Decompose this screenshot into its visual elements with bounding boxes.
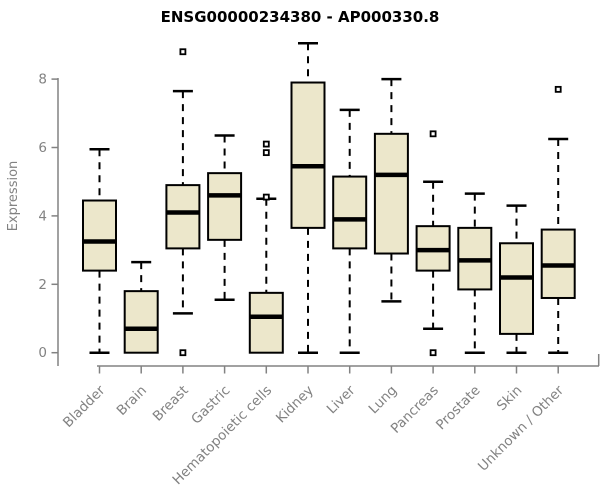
box-liver	[332, 175, 368, 250]
y-tick-label: 8	[38, 72, 47, 88]
x-tick-label: Kidney	[273, 383, 317, 427]
x-tick-label: Prostate	[433, 383, 484, 434]
box-gastric	[207, 172, 243, 241]
y-tick-label: 4	[38, 208, 47, 224]
outlier-point	[179, 349, 187, 357]
box-lung	[373, 132, 409, 255]
outlier-point	[262, 149, 270, 157]
x-tick-label: Skin	[494, 383, 526, 415]
box-hematopoietic-cells	[248, 291, 284, 354]
outlier-point	[554, 85, 562, 93]
x-tick-label: Breast	[150, 383, 192, 425]
y-tick-label: 0	[38, 345, 47, 361]
box-kidney	[290, 81, 326, 229]
y-tick-label: 2	[38, 277, 47, 293]
box-breast	[165, 184, 201, 250]
y-tick-label: 6	[38, 140, 47, 156]
x-tick-label: Lung	[366, 383, 401, 418]
x-tick-label: Liver	[324, 382, 359, 417]
outlier-point	[262, 193, 270, 201]
box-skin	[499, 242, 534, 335]
chart-title: ENSG00000234380 - AP000330.8	[160, 8, 440, 26]
x-tick-label: Brain	[114, 383, 150, 419]
box-bladder	[82, 199, 117, 272]
box-brain	[123, 290, 159, 354]
outlier-point	[262, 140, 270, 148]
outlier-point	[429, 130, 437, 138]
outlier-point	[429, 349, 437, 357]
outlier-point	[179, 48, 187, 56]
x-tick-label: Bladder	[60, 382, 109, 431]
